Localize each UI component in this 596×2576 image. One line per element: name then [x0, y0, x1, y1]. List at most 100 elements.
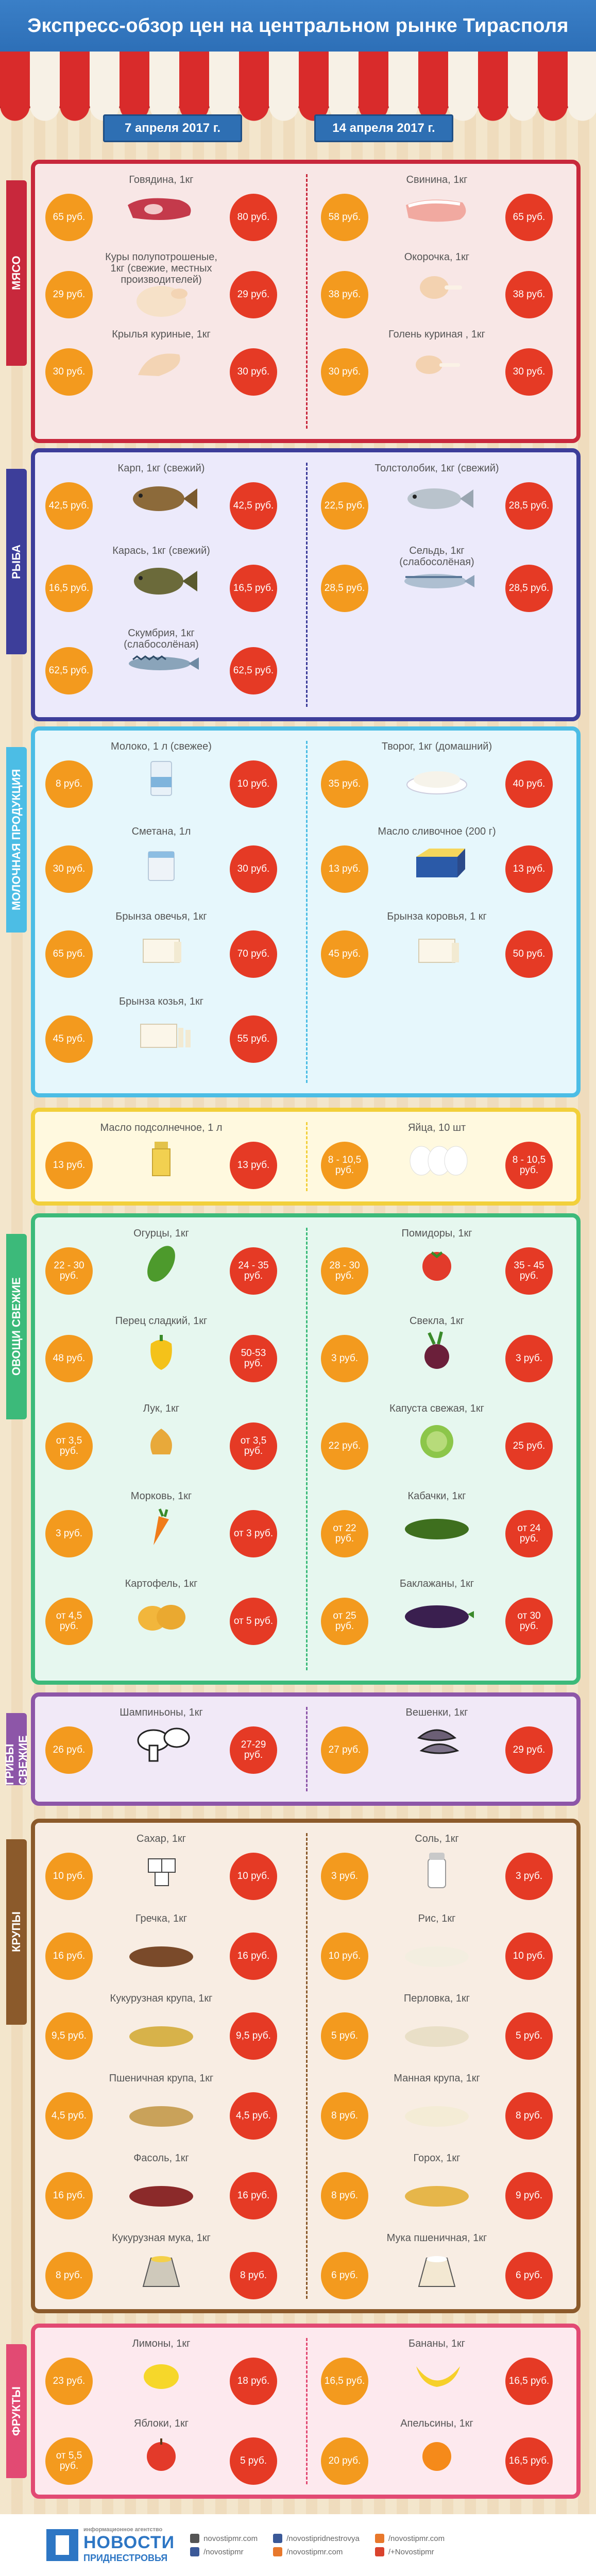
old-price-badge: 3 руб.	[45, 1510, 93, 1557]
product-name: Апельсины, 1кг	[400, 2418, 473, 2429]
old-price-badge: от 5,5 руб.	[45, 2437, 93, 2485]
product-name: Манная крупа, 1кг	[394, 2073, 480, 2084]
old-price-badge: 8 - 10,5 руб.	[321, 1142, 368, 1189]
social-link[interactable]: /novostipmr.com	[374, 2534, 445, 2543]
salt-icon	[398, 1849, 475, 1890]
price-item: Брынза овечья, 1кг 65 руб. 70 руб.	[45, 911, 277, 983]
new-price-badge: 13 руб.	[505, 845, 553, 893]
page-title: Экспресс-обзор цен на центральном рынке …	[27, 14, 569, 37]
herring-icon	[398, 561, 475, 602]
new-price-badge: 70 руб.	[230, 930, 277, 978]
peas-icon	[398, 2168, 475, 2209]
price-item: Сметана, 1л 30 руб. 30 руб.	[45, 826, 277, 898]
section-dairy: Молоко, 1 л (свежее) 8 руб. 10 руб. Творог,…	[31, 726, 581, 1097]
drumstick-icon	[398, 344, 475, 385]
section-fish: Карп, 1кг (свежий) 42,5 руб. 42,5 руб. Толс…	[31, 448, 581, 721]
product-name: Пшеничная крупа, 1кг	[109, 2073, 214, 2084]
new-price-badge: 16 руб.	[230, 2172, 277, 2219]
new-price-badge: 30 руб.	[230, 348, 277, 396]
old-price-badge: 27 руб.	[321, 1726, 368, 1774]
product-name: Картофель, 1кг	[125, 1578, 198, 1589]
old-price-badge: 48 руб.	[45, 1335, 93, 1382]
social-link[interactable]: /novostipmr.com	[273, 2547, 360, 2556]
old-price-badge: 35 руб.	[321, 760, 368, 808]
price-item: Рис, 1кг 10 руб. 10 руб.	[321, 1913, 553, 1985]
banana-icon	[398, 2353, 475, 2395]
product-name: Лук, 1кг	[143, 1403, 180, 1414]
date-new: 14 апреля 2017 г.	[314, 114, 453, 142]
social-link[interactable]: /novostipmr	[190, 2547, 258, 2556]
price-item: Кукурузная крупа, 1кг 9,5 руб. 9,5 руб.	[45, 1993, 277, 2065]
social-link-text: /novostipmr.com	[388, 2534, 445, 2543]
social-links-col-1: novostipmr.com/novostipmr	[190, 2534, 258, 2556]
old-price-badge: 28,5 руб.	[321, 565, 368, 612]
product-name: Перец сладкий, 1кг	[115, 1315, 208, 1327]
product-name: Сметана, 1л	[131, 826, 191, 837]
champignon-icon	[123, 1722, 200, 1764]
sheep-cheese-icon	[123, 926, 200, 968]
product-name: Горох, 1кг	[413, 2153, 461, 2164]
price-item: Помидоры, 1кг 28 - 30 руб. 35 - 45 руб.	[321, 1228, 553, 1300]
old-price-badge: 8 руб.	[45, 2252, 93, 2299]
old-price-badge: 30 руб.	[45, 348, 93, 396]
price-item: Карп, 1кг (свежий) 42,5 руб. 42,5 руб.	[45, 463, 277, 535]
product-name: Гречка, 1кг	[135, 1913, 188, 1924]
old-price-badge: от 4,5 руб.	[45, 1598, 93, 1645]
new-price-badge: 5 руб.	[230, 2437, 277, 2485]
social-link[interactable]: /novostipridnestrovya	[273, 2534, 360, 2543]
pork-icon	[398, 190, 475, 231]
new-price-badge: 10 руб.	[505, 1933, 553, 1980]
product-name: Рис, 1кг	[418, 1913, 456, 1924]
agency-logo[interactable]: информационное агентство НОВОСТИ ПРИДНЕС…	[46, 2527, 175, 2564]
old-price-badge: 45 руб.	[321, 930, 368, 978]
old-price-badge: 30 руб.	[321, 348, 368, 396]
product-name: Огурцы, 1кг	[133, 1228, 189, 1239]
new-price-badge: 25 руб.	[505, 1422, 553, 1470]
barley-icon	[398, 2008, 475, 2049]
new-price-badge: 30 руб.	[230, 845, 277, 893]
week-divider	[305, 463, 308, 707]
social-link-text: /novostipridnestrovya	[286, 2534, 360, 2543]
category-label-meat: МЯСО	[6, 180, 27, 366]
new-price-badge: 9 руб.	[505, 2172, 553, 2219]
category-label-veg: ОВОЩИ СВЕЖИЕ	[6, 1234, 27, 1419]
new-price-badge: 50 руб.	[505, 930, 553, 978]
product-name: Фасоль, 1кг	[133, 2153, 189, 2164]
category-label-fish: РЫБА	[6, 469, 27, 654]
old-price-badge: 10 руб.	[321, 1933, 368, 1980]
social-link[interactable]: novostipmr.com	[190, 2534, 258, 2543]
social-links-col-2: /novostipridnestrovya/novostipmr.com	[273, 2534, 360, 2556]
section-grain: Сахар, 1кг 10 руб. 10 руб. Соль, 1кг 3 руб. 3…	[31, 1819, 581, 2313]
category-label-dairy: МОЛОЧНАЯ ПРОДУКЦИЯ	[6, 747, 27, 933]
old-price-badge: от 3,5 руб.	[45, 1422, 93, 1470]
chicken-icon	[123, 278, 200, 319]
new-price-badge: 8 - 10,5 руб.	[505, 1142, 553, 1189]
new-price-badge: 4,5 руб.	[230, 2092, 277, 2140]
logo-tagline: информационное агентство	[83, 2527, 163, 2533]
old-price-badge: 28 - 30 руб.	[321, 1247, 368, 1295]
product-name: Сельдь, 1кг (слабосолёная)	[399, 545, 474, 568]
old-price-badge: 20 руб.	[321, 2437, 368, 2485]
price-item: Говядина, 1кг 65 руб. 80 руб.	[45, 174, 277, 246]
product-name: Кукурузная крупа, 1кг	[110, 1993, 213, 2004]
new-price-badge: от 30 руб.	[505, 1598, 553, 1645]
new-price-badge: от 3,5 руб.	[230, 1422, 277, 1470]
new-price-badge: 62,5 руб.	[230, 647, 277, 694]
product-name: Вешенки, 1кг	[405, 1707, 468, 1718]
new-price-badge: 80 руб.	[230, 194, 277, 241]
price-item: Яблоки, 1кг от 5,5 руб. 5 руб.	[45, 2418, 277, 2490]
zucchini-icon	[398, 1506, 475, 1547]
apple-icon	[123, 2433, 200, 2475]
product-name: Крылья куриные, 1кг	[112, 329, 211, 340]
old-price-badge: 13 руб.	[45, 1142, 93, 1189]
price-item: Куры полупотрошеные, 1кг (свежие, местны…	[45, 251, 277, 324]
carp-icon	[123, 478, 200, 519]
price-item: Яйца, 10 шт 8 - 10,5 руб. 8 - 10,5 руб.	[321, 1122, 553, 1194]
new-price-badge: 24 - 35 руб.	[230, 1247, 277, 1295]
old-price-badge: 3 руб.	[321, 1853, 368, 1900]
category-label-mushroom: ГРИБЫ СВЕЖИЕ	[3, 1713, 29, 1785]
facebook-icon	[273, 2534, 283, 2543]
new-price-badge: 3 руб.	[505, 1853, 553, 1900]
social-link[interactable]: /+Novostipmr	[374, 2547, 445, 2556]
old-price-badge: 65 руб.	[45, 194, 93, 241]
